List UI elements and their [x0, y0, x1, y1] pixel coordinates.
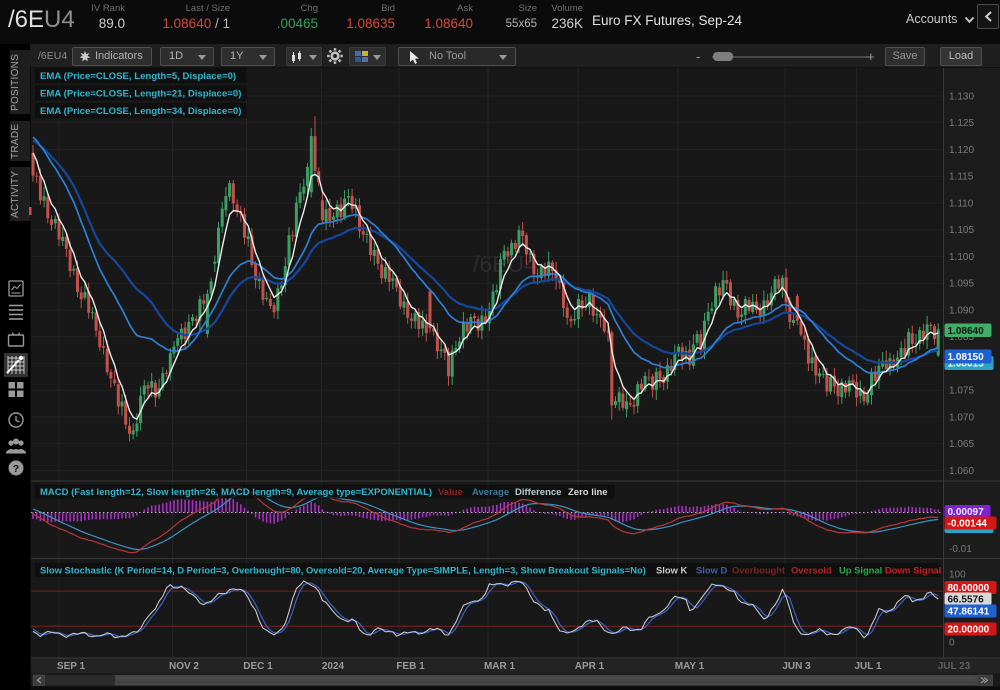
svg-text:EMA (Price=CLOSE, Length=34, D: EMA (Price=CLOSE, Length=34, Displace=0) [40, 106, 241, 117]
svg-text:100: 100 [949, 570, 966, 581]
svg-text:APR 1: APR 1 [575, 661, 605, 672]
svg-text:DEC 1: DEC 1 [243, 661, 273, 672]
svg-text:EMA (Price=CLOSE, Length=21, D: EMA (Price=CLOSE, Length=21, Displace=0) [40, 89, 241, 100]
svg-text:1.065: 1.065 [949, 439, 974, 450]
svg-text:Slow Stochastic (K Period=14,: Slow Stochastic (K Period=14, D Period=3… [40, 565, 646, 576]
svg-text:1.095: 1.095 [949, 279, 974, 290]
svg-text:EMA (Price=CLOSE, Length=5, Di: EMA (Price=CLOSE, Length=5, Displace=0) [40, 71, 236, 82]
svg-text:1.115: 1.115 [949, 172, 974, 183]
svg-text:1.075: 1.075 [949, 386, 974, 397]
svg-text:1.100: 1.100 [949, 252, 974, 263]
svg-text:JUL 1: JUL 1 [854, 661, 881, 672]
svg-text:Down Signal: Down Signal [885, 565, 941, 576]
svg-text:1.105: 1.105 [949, 225, 974, 236]
svg-text:Value: Value [438, 487, 463, 498]
svg-text:1.120: 1.120 [949, 145, 974, 156]
svg-text:1.08150: 1.08150 [948, 352, 985, 363]
svg-text:JUN 3: JUN 3 [782, 661, 811, 672]
svg-text:1.130: 1.130 [949, 92, 974, 103]
svg-text:66.5576: 66.5576 [948, 594, 985, 605]
svg-text:1.08640: 1.08640 [948, 326, 985, 337]
svg-text:80.00000: 80.00000 [948, 583, 990, 594]
svg-text:Slow K: Slow K [656, 565, 687, 576]
svg-text:0: 0 [949, 638, 955, 649]
svg-text:MAR 1: MAR 1 [484, 661, 516, 672]
svg-text:1.08015: 1.08015 [948, 359, 985, 370]
svg-text:2024: 2024 [322, 661, 345, 672]
svg-text:0.00097: 0.00097 [948, 507, 985, 518]
svg-text:Slow D: Slow D [696, 565, 727, 576]
svg-text:MACD (Fast length=12, Slow len: MACD (Fast length=12, Slow length=26, MA… [40, 487, 432, 498]
svg-text:1.090: 1.090 [949, 306, 974, 317]
svg-text:1.060: 1.060 [949, 466, 974, 477]
svg-text:Oversold: Oversold [791, 565, 832, 576]
svg-text:47.86141: 47.86141 [948, 607, 990, 618]
svg-text:-0.00144: -0.00144 [948, 519, 988, 530]
svg-text:Difference: Difference [515, 487, 561, 498]
svg-text:NOV 2: NOV 2 [169, 661, 199, 672]
svg-text:Overbought: Overbought [732, 565, 785, 576]
svg-text:?: ? [13, 463, 19, 475]
svg-text:MAY 1: MAY 1 [675, 661, 705, 672]
svg-text:1.085: 1.085 [949, 332, 974, 343]
svg-text:1.125: 1.125 [949, 118, 974, 129]
svg-text:1.110: 1.110 [949, 199, 974, 210]
svg-text:JUL 23: JUL 23 [938, 661, 971, 672]
svg-text:-0.01: -0.01 [949, 544, 972, 555]
svg-text:Average: Average [472, 487, 509, 498]
svg-text:20.00000: 20.00000 [948, 625, 990, 636]
svg-text:1.070: 1.070 [949, 413, 974, 424]
svg-text:FEB 1: FEB 1 [396, 661, 425, 672]
svg-text:Zero line: Zero line [568, 487, 608, 498]
svg-text:SEP 1: SEP 1 [57, 661, 86, 672]
svg-text:Up Signal: Up Signal [839, 565, 882, 576]
